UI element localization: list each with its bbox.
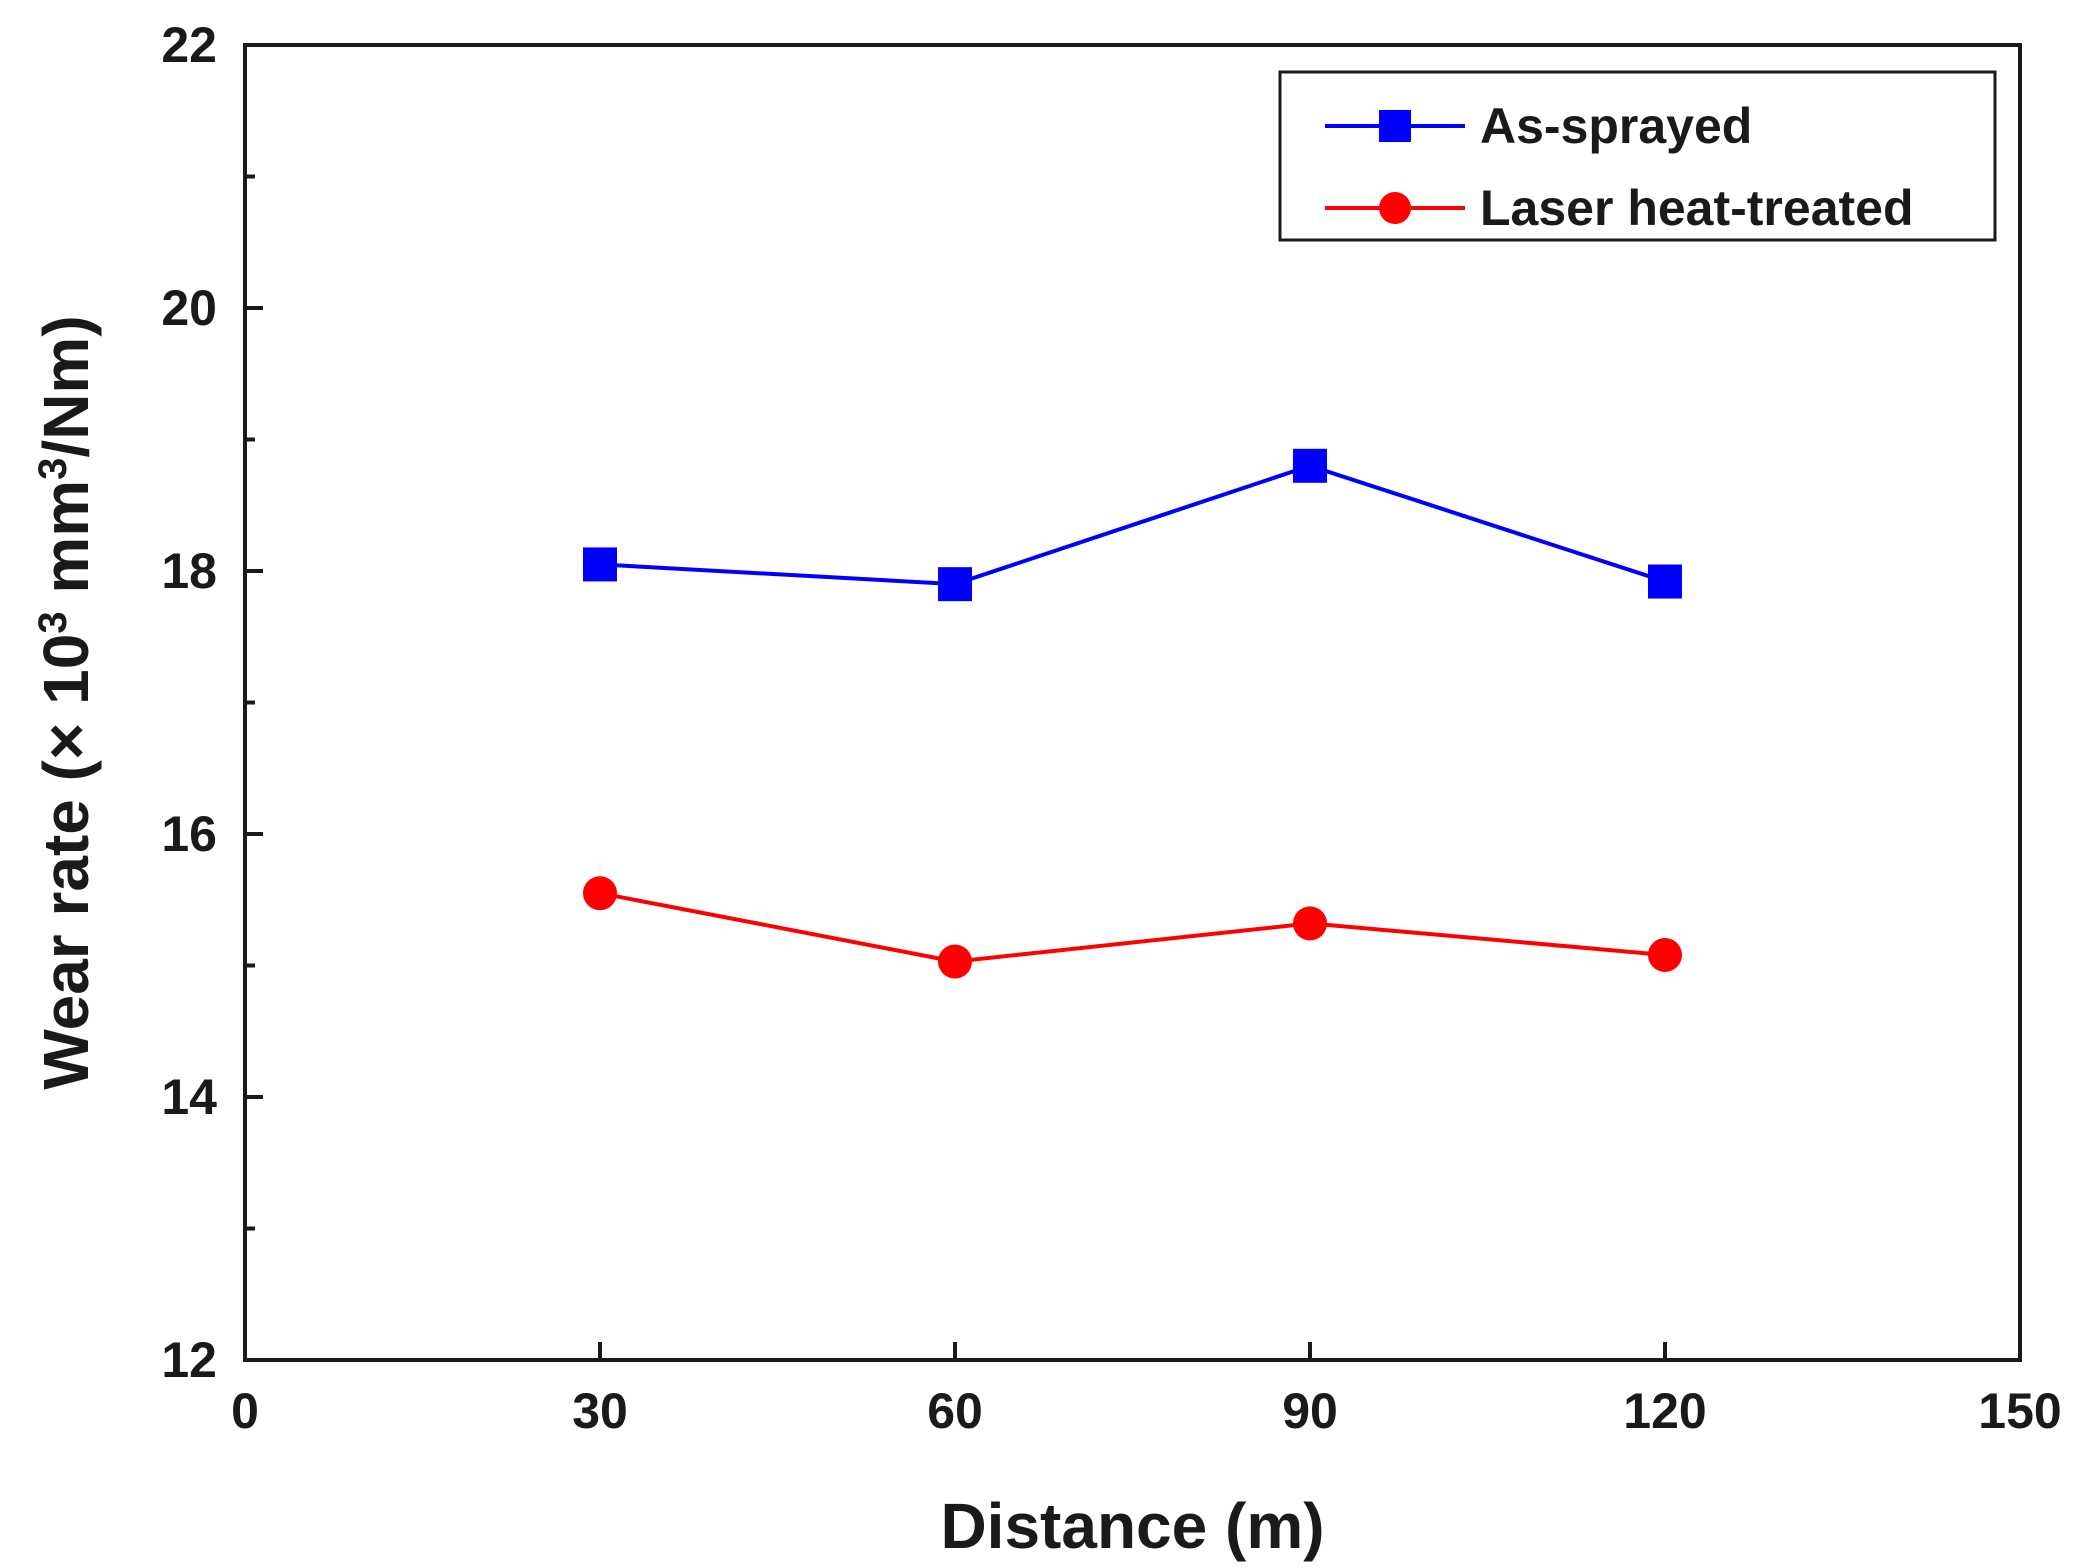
series-line: [599, 463, 1666, 587]
y-axis-title: Wear rate (× 103 mm3/Nm): [30, 315, 102, 1089]
legend-marker: [1379, 110, 1411, 142]
data-point: [1648, 937, 1682, 972]
y-tick-label: 20: [161, 280, 217, 336]
y-axis-title-unit-exponent: 3: [31, 458, 75, 480]
y-tick-label: 16: [161, 806, 217, 862]
legend-label: As-sprayed: [1480, 98, 1752, 154]
data-point: [1293, 906, 1327, 941]
y-axis-title-prefix: Wear rate (× 10: [30, 634, 102, 1090]
series-line: [599, 891, 1666, 964]
x-tick-label: 150: [1978, 1383, 2061, 1439]
legend-label: Laser heat-treated: [1480, 180, 1914, 236]
data-point: [583, 876, 617, 911]
y-axis-title-suffix: /Nm): [30, 315, 102, 457]
data-point: [583, 547, 617, 582]
data-point: [938, 567, 972, 602]
y-tick-label: 12: [161, 1332, 217, 1388]
data-series: [583, 448, 1682, 979]
series-as-sprayed: [583, 448, 1682, 602]
x-tick-label: 120: [1623, 1383, 1706, 1439]
legend-entry: As-sprayed: [1325, 98, 1752, 154]
legend-entry: Laser heat-treated: [1325, 180, 1914, 236]
data-point: [1293, 448, 1327, 483]
data-point: [1648, 564, 1682, 599]
y-tick-label: 14: [161, 1069, 217, 1125]
data-point: [938, 944, 972, 979]
y-axis-title-exponent: 3: [31, 611, 75, 633]
legend-marker: [1379, 192, 1411, 224]
series-laser-heat-treated: [583, 876, 1682, 979]
x-axis-title: Distance (m): [940, 1490, 1324, 1562]
x-tick-label: 90: [1282, 1383, 1338, 1439]
legend: As-sprayed Laser heat-treated: [1278, 70, 1997, 242]
y-tick-label: 18: [161, 543, 217, 599]
x-tick-label: 60: [927, 1383, 983, 1439]
axis-ticks: 0 30 60 90 120 150 12 14 16 18 20 22: [161, 17, 2061, 1439]
x-tick-label: 30: [572, 1383, 628, 1439]
plot-frame: [243, 43, 2022, 1362]
x-tick-label: 0: [231, 1383, 259, 1439]
y-axis-title-unit: mm: [30, 480, 102, 612]
y-tick-label: 22: [161, 17, 217, 73]
